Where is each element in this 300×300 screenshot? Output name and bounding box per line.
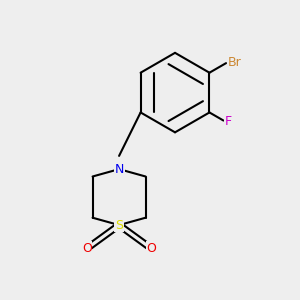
Text: Br: Br bbox=[227, 56, 241, 69]
Text: S: S bbox=[115, 219, 123, 232]
Text: F: F bbox=[225, 115, 232, 128]
Text: O: O bbox=[146, 242, 156, 255]
Text: N: N bbox=[114, 163, 124, 176]
Text: O: O bbox=[82, 242, 92, 255]
